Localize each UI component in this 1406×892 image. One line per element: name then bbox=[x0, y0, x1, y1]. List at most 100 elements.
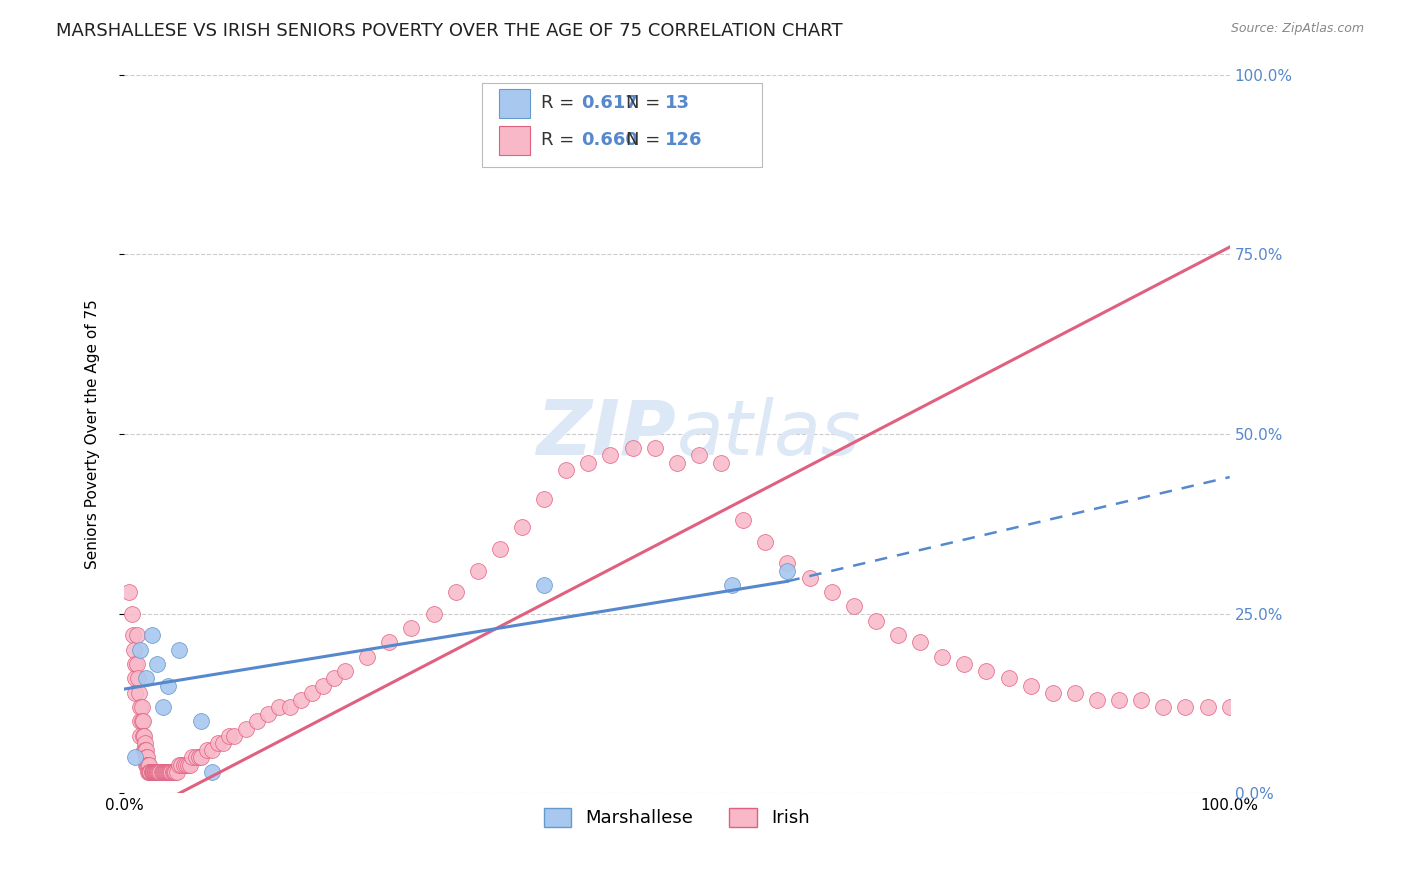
Point bbox=[148, 764, 170, 779]
Point bbox=[1130, 693, 1153, 707]
Text: atlas: atlas bbox=[676, 397, 862, 471]
Point bbox=[141, 628, 163, 642]
Point bbox=[141, 764, 163, 779]
Point bbox=[665, 456, 688, 470]
Point bbox=[132, 743, 155, 757]
Point bbox=[127, 657, 149, 671]
Point bbox=[127, 671, 149, 685]
Point bbox=[124, 750, 146, 764]
Point bbox=[131, 714, 153, 729]
Point bbox=[152, 764, 174, 779]
Point bbox=[142, 764, 165, 779]
Point bbox=[688, 449, 710, 463]
Point bbox=[224, 729, 246, 743]
Point bbox=[177, 757, 200, 772]
Point bbox=[132, 714, 155, 729]
Point bbox=[166, 764, 188, 779]
Text: N =: N = bbox=[626, 94, 665, 112]
Point bbox=[146, 764, 169, 779]
Point bbox=[533, 491, 555, 506]
Point bbox=[444, 585, 467, 599]
Point bbox=[139, 764, 162, 779]
Text: 13: 13 bbox=[665, 94, 690, 112]
Point bbox=[467, 564, 489, 578]
Point bbox=[160, 764, 183, 779]
Point bbox=[163, 764, 186, 779]
Point bbox=[312, 679, 335, 693]
Point bbox=[576, 456, 599, 470]
Point bbox=[301, 686, 323, 700]
Point bbox=[621, 442, 644, 456]
Point bbox=[146, 764, 169, 779]
Point bbox=[181, 750, 204, 764]
Point bbox=[190, 750, 212, 764]
Point bbox=[127, 628, 149, 642]
Point bbox=[143, 764, 166, 779]
Point bbox=[157, 764, 180, 779]
Point bbox=[129, 642, 152, 657]
Point bbox=[776, 564, 799, 578]
Point bbox=[212, 736, 235, 750]
Point bbox=[195, 743, 218, 757]
Point bbox=[997, 671, 1019, 685]
Point bbox=[733, 513, 755, 527]
Text: Source: ZipAtlas.com: Source: ZipAtlas.com bbox=[1230, 22, 1364, 36]
Point bbox=[422, 607, 444, 621]
Point bbox=[167, 642, 190, 657]
Point bbox=[136, 764, 159, 779]
Point bbox=[256, 707, 278, 722]
Text: MARSHALLESE VS IRISH SENIORS POVERTY OVER THE AGE OF 75 CORRELATION CHART: MARSHALLESE VS IRISH SENIORS POVERTY OVE… bbox=[56, 22, 842, 40]
Point bbox=[184, 750, 207, 764]
Point bbox=[136, 757, 159, 772]
Point bbox=[143, 764, 166, 779]
Point bbox=[710, 456, 733, 470]
Point bbox=[124, 657, 146, 671]
Point bbox=[555, 463, 578, 477]
Point bbox=[510, 520, 533, 534]
Point bbox=[121, 628, 143, 642]
Point bbox=[121, 607, 143, 621]
Text: ZIP: ZIP bbox=[537, 397, 676, 471]
Point bbox=[489, 541, 512, 556]
Point bbox=[129, 729, 152, 743]
Point bbox=[776, 557, 799, 571]
Point bbox=[401, 621, 423, 635]
Point bbox=[153, 764, 176, 779]
Point bbox=[128, 686, 150, 700]
Point bbox=[131, 700, 153, 714]
Text: 0.617: 0.617 bbox=[581, 94, 637, 112]
Point bbox=[152, 764, 174, 779]
Point bbox=[754, 534, 776, 549]
Point bbox=[201, 764, 224, 779]
Point bbox=[356, 649, 378, 664]
Point bbox=[1108, 693, 1130, 707]
Point bbox=[842, 599, 865, 614]
Point bbox=[1042, 686, 1064, 700]
Point bbox=[124, 686, 146, 700]
Point bbox=[124, 671, 146, 685]
Point bbox=[150, 764, 173, 779]
Point bbox=[235, 722, 257, 736]
Point bbox=[887, 628, 910, 642]
Point bbox=[908, 635, 931, 649]
Point bbox=[145, 764, 167, 779]
Point bbox=[820, 585, 842, 599]
Point bbox=[148, 764, 170, 779]
Point bbox=[146, 657, 169, 671]
Text: N =: N = bbox=[626, 131, 665, 149]
Point bbox=[138, 764, 160, 779]
Point bbox=[173, 757, 195, 772]
Text: R =: R = bbox=[541, 94, 581, 112]
Point bbox=[201, 743, 224, 757]
Point bbox=[118, 585, 141, 599]
Point bbox=[149, 764, 172, 779]
Point bbox=[135, 671, 157, 685]
Point bbox=[1152, 700, 1174, 714]
Point bbox=[378, 635, 401, 649]
Point bbox=[267, 700, 290, 714]
Point bbox=[1197, 700, 1219, 714]
Point bbox=[1219, 700, 1241, 714]
Point bbox=[132, 729, 155, 743]
Point bbox=[142, 764, 165, 779]
Point bbox=[323, 671, 346, 685]
